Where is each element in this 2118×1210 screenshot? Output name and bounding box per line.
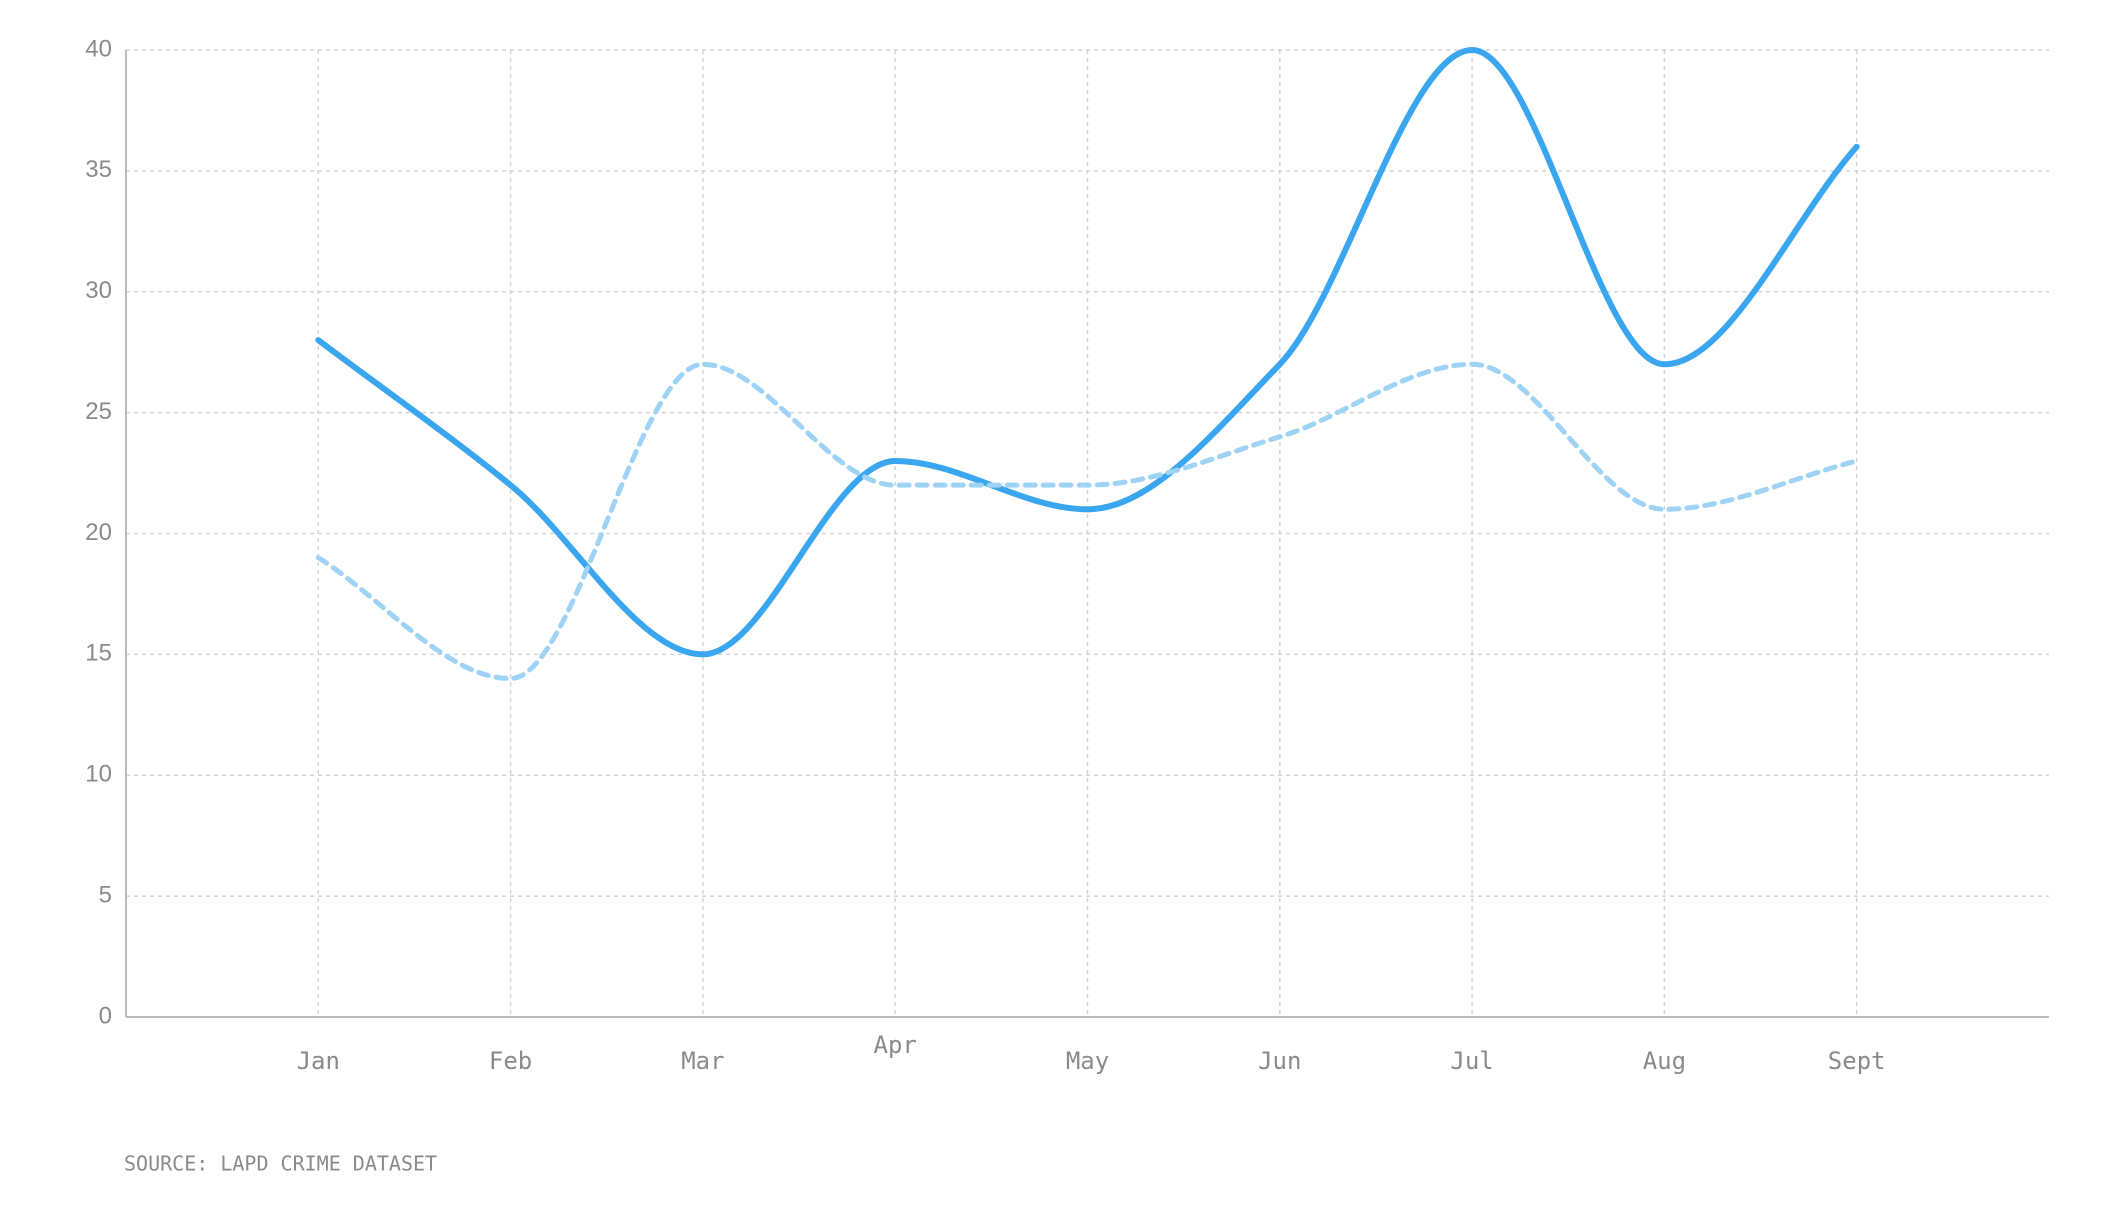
- x-tick-label: Sept: [1828, 1047, 1886, 1075]
- y-tick-label: 20: [85, 519, 112, 546]
- x-tick-label: Jan: [297, 1047, 340, 1075]
- x-tick-label: Feb: [489, 1047, 532, 1075]
- series-line: [315, 46, 1860, 658]
- y-tick-label: 10: [85, 761, 112, 788]
- y-tick-label: 5: [99, 881, 112, 908]
- y-tick-label: 40: [85, 35, 112, 62]
- x-tick-label: Aug: [1643, 1047, 1686, 1075]
- y-tick-label: 30: [85, 277, 112, 304]
- series-line: [315, 361, 1860, 682]
- y-tick-label: 0: [99, 1002, 112, 1029]
- y-tick-label: 15: [85, 640, 112, 667]
- x-tick-label: May: [1066, 1047, 1109, 1075]
- y-tick-label: 25: [85, 398, 112, 425]
- x-tick-label: Jun: [1258, 1047, 1301, 1075]
- x-tick-label: Mar: [681, 1047, 724, 1075]
- source-note: SOURCE: LAPD CRIME DATASET: [124, 1152, 437, 1176]
- x-tick-label: Jul: [1450, 1047, 1493, 1075]
- y-tick-label: 35: [85, 156, 112, 183]
- x-tick-label: Apr: [874, 1031, 917, 1059]
